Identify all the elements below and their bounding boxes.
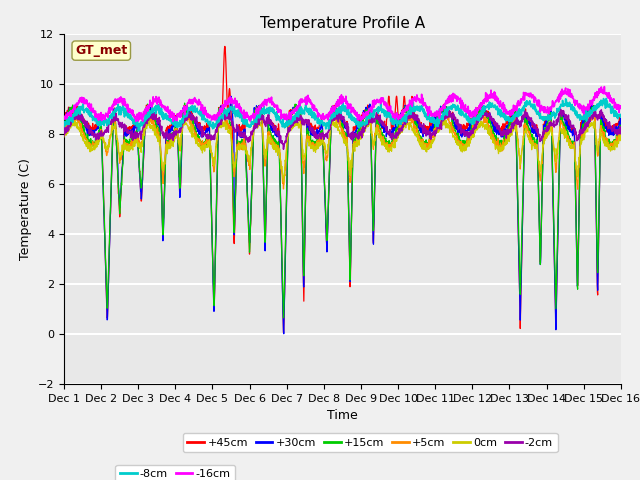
X-axis label: Time: Time [327, 409, 358, 422]
Title: Temperature Profile A: Temperature Profile A [260, 16, 425, 31]
Legend: -8cm, -16cm: -8cm, -16cm [115, 465, 236, 480]
Y-axis label: Temperature (C): Temperature (C) [19, 158, 32, 260]
Text: GT_met: GT_met [75, 44, 127, 57]
